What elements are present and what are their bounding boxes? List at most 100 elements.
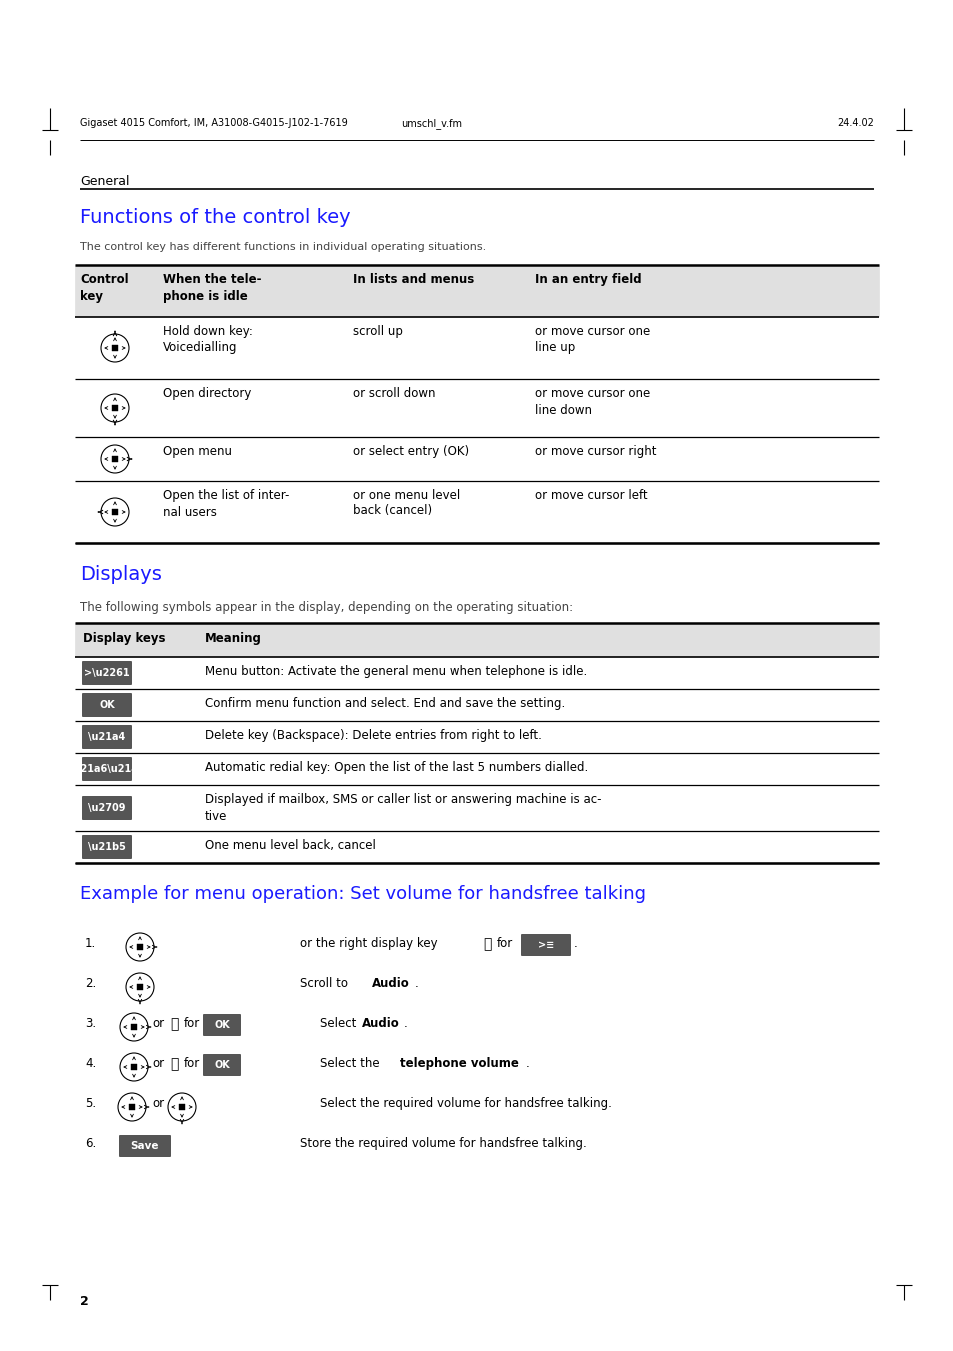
Bar: [75, 831, 878, 863]
Bar: [75, 623, 878, 657]
Text: Audio: Audio: [361, 1017, 399, 1029]
Text: or move cursor right: or move cursor right: [535, 444, 656, 458]
Bar: [130, 1104, 134, 1109]
Text: OK: OK: [213, 1061, 230, 1070]
Text: Gigaset 4015 Comfort, IM, A31008-G4015-J102-1-7619: Gigaset 4015 Comfort, IM, A31008-G4015-J…: [80, 118, 348, 128]
Text: \u21b5: \u21b5: [88, 842, 126, 852]
Text: 2.: 2.: [85, 977, 96, 990]
Text: 4.: 4.: [85, 1056, 96, 1070]
Text: >\u2261: >\u2261: [84, 667, 130, 678]
FancyBboxPatch shape: [82, 796, 132, 820]
Text: Control
key: Control key: [80, 273, 129, 303]
Text: ⌢: ⌢: [482, 938, 491, 951]
Text: 1.: 1.: [85, 938, 96, 950]
Bar: [75, 436, 878, 481]
Text: for: for: [184, 1056, 200, 1070]
FancyBboxPatch shape: [82, 725, 132, 748]
Text: or move cursor left: or move cursor left: [535, 489, 647, 503]
Bar: [137, 944, 143, 950]
Bar: [75, 657, 878, 689]
Text: When the tele-
phone is idle: When the tele- phone is idle: [163, 273, 261, 303]
Text: Select the: Select the: [319, 1056, 383, 1070]
Text: Save: Save: [131, 1142, 159, 1151]
Text: for: for: [497, 938, 513, 950]
Bar: [112, 457, 117, 462]
Text: ⌢: ⌢: [170, 1017, 178, 1031]
FancyBboxPatch shape: [203, 1054, 241, 1075]
Text: 6.: 6.: [85, 1138, 96, 1150]
Bar: [75, 753, 878, 785]
Text: or: or: [152, 1056, 164, 1070]
Text: Displayed if mailbox, SMS or caller list or answering machine is ac-
tive: Displayed if mailbox, SMS or caller list…: [205, 793, 601, 823]
Text: 2: 2: [80, 1296, 89, 1308]
Bar: [75, 380, 878, 436]
Text: Functions of the control key: Functions of the control key: [80, 208, 351, 227]
FancyBboxPatch shape: [119, 1135, 171, 1156]
Text: OK: OK: [213, 1020, 230, 1029]
Bar: [112, 346, 117, 351]
Text: or the right display key: or the right display key: [299, 938, 437, 950]
Bar: [75, 481, 878, 543]
Text: Automatic redial key: Open the list of the last 5 numbers dialled.: Automatic redial key: Open the list of t…: [205, 761, 588, 774]
Text: \u21a6\u21a6: \u21a6\u21a6: [70, 765, 144, 774]
Bar: [179, 1104, 185, 1109]
Text: Example for menu operation: Set volume for handsfree talking: Example for menu operation: Set volume f…: [80, 885, 645, 902]
Bar: [112, 509, 117, 515]
Text: One menu level back, cancel: One menu level back, cancel: [205, 839, 375, 852]
FancyBboxPatch shape: [82, 661, 132, 685]
Bar: [112, 405, 117, 411]
Text: Open directory: Open directory: [163, 386, 251, 400]
Text: Audio: Audio: [372, 977, 410, 990]
Text: Delete key (Backspace): Delete entries from right to left.: Delete key (Backspace): Delete entries f…: [205, 730, 541, 742]
Text: \u2709: \u2709: [89, 802, 126, 813]
Text: or: or: [152, 1097, 164, 1111]
Bar: [75, 317, 878, 380]
Text: Scroll to: Scroll to: [299, 977, 352, 990]
Bar: [75, 689, 878, 721]
Text: .: .: [525, 1056, 529, 1070]
Text: Displays: Displays: [80, 565, 162, 584]
FancyBboxPatch shape: [82, 835, 132, 859]
Bar: [132, 1065, 136, 1070]
Bar: [137, 985, 143, 990]
Text: Open menu: Open menu: [163, 444, 232, 458]
Text: umschl_v.fm: umschl_v.fm: [401, 118, 462, 128]
Text: or scroll down: or scroll down: [353, 386, 435, 400]
Text: or select entry (OK): or select entry (OK): [353, 444, 469, 458]
Text: 3.: 3.: [85, 1017, 96, 1029]
Text: ⌢: ⌢: [170, 1056, 178, 1071]
Text: 24.4.02: 24.4.02: [836, 118, 873, 128]
Bar: [75, 785, 878, 831]
Text: Display keys: Display keys: [83, 632, 165, 644]
Text: telephone volume: telephone volume: [399, 1056, 518, 1070]
Text: The following symbols appear in the display, depending on the operating situatio: The following symbols appear in the disp…: [80, 601, 573, 613]
Text: Meaning: Meaning: [205, 632, 262, 644]
Text: Open the list of inter-
nal users: Open the list of inter- nal users: [163, 489, 289, 519]
Text: Store the required volume for handsfree talking.: Store the required volume for handsfree …: [299, 1138, 586, 1150]
FancyBboxPatch shape: [520, 934, 571, 957]
Text: scroll up: scroll up: [353, 326, 402, 338]
FancyBboxPatch shape: [82, 693, 132, 717]
Text: .: .: [574, 938, 578, 950]
Text: .: .: [403, 1017, 407, 1029]
Text: or: or: [152, 1017, 164, 1029]
Text: .: .: [415, 977, 418, 990]
Text: Hold down key:
Voicedialling: Hold down key: Voicedialling: [163, 326, 253, 354]
Text: The control key has different functions in individual operating situations.: The control key has different functions …: [80, 242, 486, 253]
Text: OK: OK: [99, 700, 114, 711]
Text: >≡: >≡: [537, 940, 554, 950]
Text: 5.: 5.: [85, 1097, 96, 1111]
FancyBboxPatch shape: [203, 1015, 241, 1036]
Text: In an entry field: In an entry field: [535, 273, 641, 286]
Bar: [132, 1024, 136, 1029]
Text: General: General: [80, 176, 130, 188]
Text: or move cursor one
line up: or move cursor one line up: [535, 326, 650, 354]
Bar: [75, 721, 878, 753]
FancyBboxPatch shape: [82, 757, 132, 781]
Bar: [75, 265, 878, 317]
Text: or one menu level
back (cancel): or one menu level back (cancel): [353, 489, 459, 517]
Text: Menu button: Activate the general menu when telephone is idle.: Menu button: Activate the general menu w…: [205, 665, 587, 678]
Text: Confirm menu function and select. End and save the setting.: Confirm menu function and select. End an…: [205, 697, 565, 711]
Text: Select: Select: [319, 1017, 359, 1029]
Text: or move cursor one
line down: or move cursor one line down: [535, 386, 650, 416]
